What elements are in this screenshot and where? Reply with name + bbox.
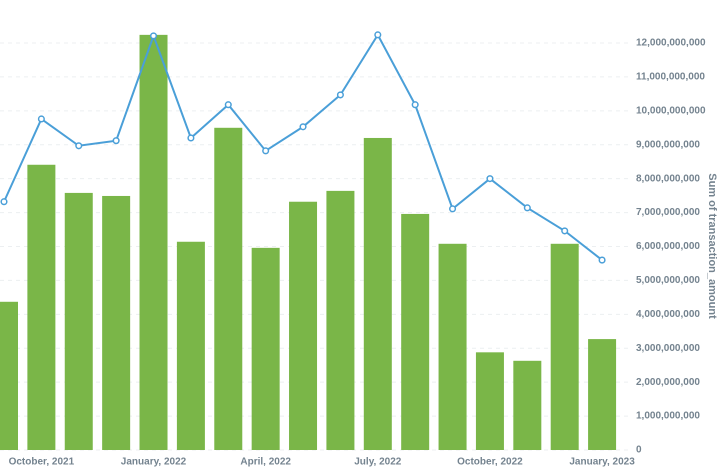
x-tick-label: July, 2022 bbox=[354, 457, 402, 468]
y-axis-label: Sum of transaction_amount bbox=[706, 173, 718, 319]
line-point bbox=[37, 115, 45, 123]
line-point bbox=[523, 204, 531, 212]
line-point bbox=[299, 123, 307, 131]
line-point bbox=[486, 175, 494, 183]
line-point bbox=[75, 142, 83, 150]
line-point bbox=[449, 205, 457, 213]
line-point bbox=[336, 91, 344, 99]
bar bbox=[401, 213, 430, 450]
line-point bbox=[149, 32, 158, 40]
bar bbox=[176, 241, 205, 450]
line-point bbox=[187, 134, 195, 142]
line-point bbox=[374, 31, 382, 39]
bar bbox=[0, 301, 18, 450]
line-point bbox=[411, 101, 419, 109]
bar bbox=[550, 243, 579, 450]
line-point bbox=[262, 147, 270, 155]
bar bbox=[289, 201, 318, 450]
bar bbox=[102, 195, 131, 450]
line-point bbox=[112, 137, 120, 145]
bar bbox=[513, 360, 542, 450]
bar bbox=[251, 247, 280, 450]
x-tick-label: January, 2022 bbox=[121, 457, 187, 468]
bar bbox=[475, 352, 504, 450]
y-tick-label: 0 bbox=[636, 445, 642, 456]
y-tick-label: 9,000,000,000 bbox=[636, 139, 700, 150]
line-point bbox=[0, 198, 8, 206]
y-tick-label: 3,000,000,000 bbox=[636, 343, 700, 354]
bar bbox=[27, 164, 56, 450]
bar bbox=[214, 127, 243, 451]
y-tick-label: 8,000,000,000 bbox=[636, 173, 700, 184]
y-tick-label: 7,000,000,000 bbox=[636, 207, 700, 218]
y-tick-label: 6,000,000,000 bbox=[636, 241, 700, 252]
y-tick-label: 1,000,000,000 bbox=[636, 411, 700, 422]
y-tick-label: 4,000,000,000 bbox=[636, 309, 700, 320]
x-tick-label: January, 2023 bbox=[569, 457, 635, 468]
y-tick-label: 10,000,000,000 bbox=[636, 105, 706, 116]
bar bbox=[64, 192, 93, 450]
bar bbox=[588, 339, 617, 450]
bar bbox=[326, 190, 355, 451]
y-tick-label: 2,000,000,000 bbox=[636, 377, 700, 388]
line-point bbox=[598, 256, 606, 264]
y-tick-label: 12,000,000,000 bbox=[636, 38, 706, 49]
bar bbox=[363, 137, 392, 450]
x-tick-label: April, 2022 bbox=[240, 457, 291, 468]
y-tick-label: 11,000,000,000 bbox=[636, 72, 705, 83]
line-point bbox=[561, 227, 569, 235]
bar bbox=[139, 34, 168, 451]
y-tick-label: 5,000,000,000 bbox=[636, 275, 700, 286]
x-tick-label: October, 2022 bbox=[457, 457, 523, 468]
bar bbox=[438, 243, 467, 450]
line-point bbox=[224, 101, 232, 109]
x-tick-label: October, 2021 bbox=[9, 457, 75, 468]
